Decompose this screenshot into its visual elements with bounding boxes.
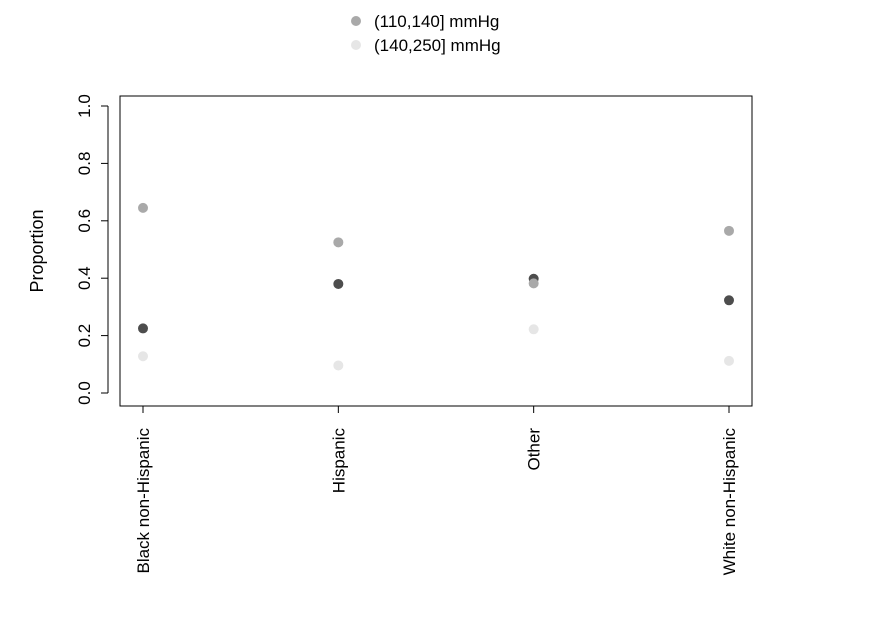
data-point (528, 324, 539, 335)
legend-marker (351, 16, 361, 26)
legend-label: (110,140] mmHg (374, 12, 499, 31)
y-tick-label: 0.4 (75, 266, 94, 290)
data-point (333, 360, 344, 371)
data-points (138, 202, 734, 371)
y-tick-label: 0.0 (75, 381, 94, 405)
legend-marker (351, 40, 361, 50)
data-point (138, 323, 148, 334)
series-2 (138, 324, 734, 371)
x-tick-label: Black non-Hispanic (134, 428, 153, 574)
y-axis-title: Proportion (27, 209, 47, 292)
x-axis: Black non-Hispanic Hispanic Other White non… (134, 405, 739, 576)
y-tick-label: 0.6 (75, 209, 94, 233)
series-1 (138, 202, 734, 289)
y-tick-label: 0.8 (75, 152, 94, 176)
data-point (724, 225, 734, 236)
data-point (724, 355, 734, 366)
data-point (138, 202, 148, 213)
series-0 (138, 273, 734, 334)
data-point (724, 295, 734, 306)
plot-frame (119, 95, 753, 407)
x-tick-label: Other (525, 428, 544, 471)
data-point (333, 237, 344, 248)
y-tick-label: 1.0 (75, 94, 94, 118)
x-tick-label: White non-Hispanic (720, 428, 739, 576)
legend-label: (140,250] mmHg (374, 36, 501, 55)
data-point (333, 278, 344, 289)
legend: (110,140] mmHg (140,250] mmHg (351, 12, 501, 55)
y-tick-label: 0.2 (75, 324, 94, 348)
data-point (528, 278, 539, 289)
data-point (138, 351, 148, 362)
x-tick-label: Hispanic (329, 428, 348, 494)
y-axis: 0.0 0.2 0.4 0.6 0.8 1.0 (75, 94, 109, 405)
